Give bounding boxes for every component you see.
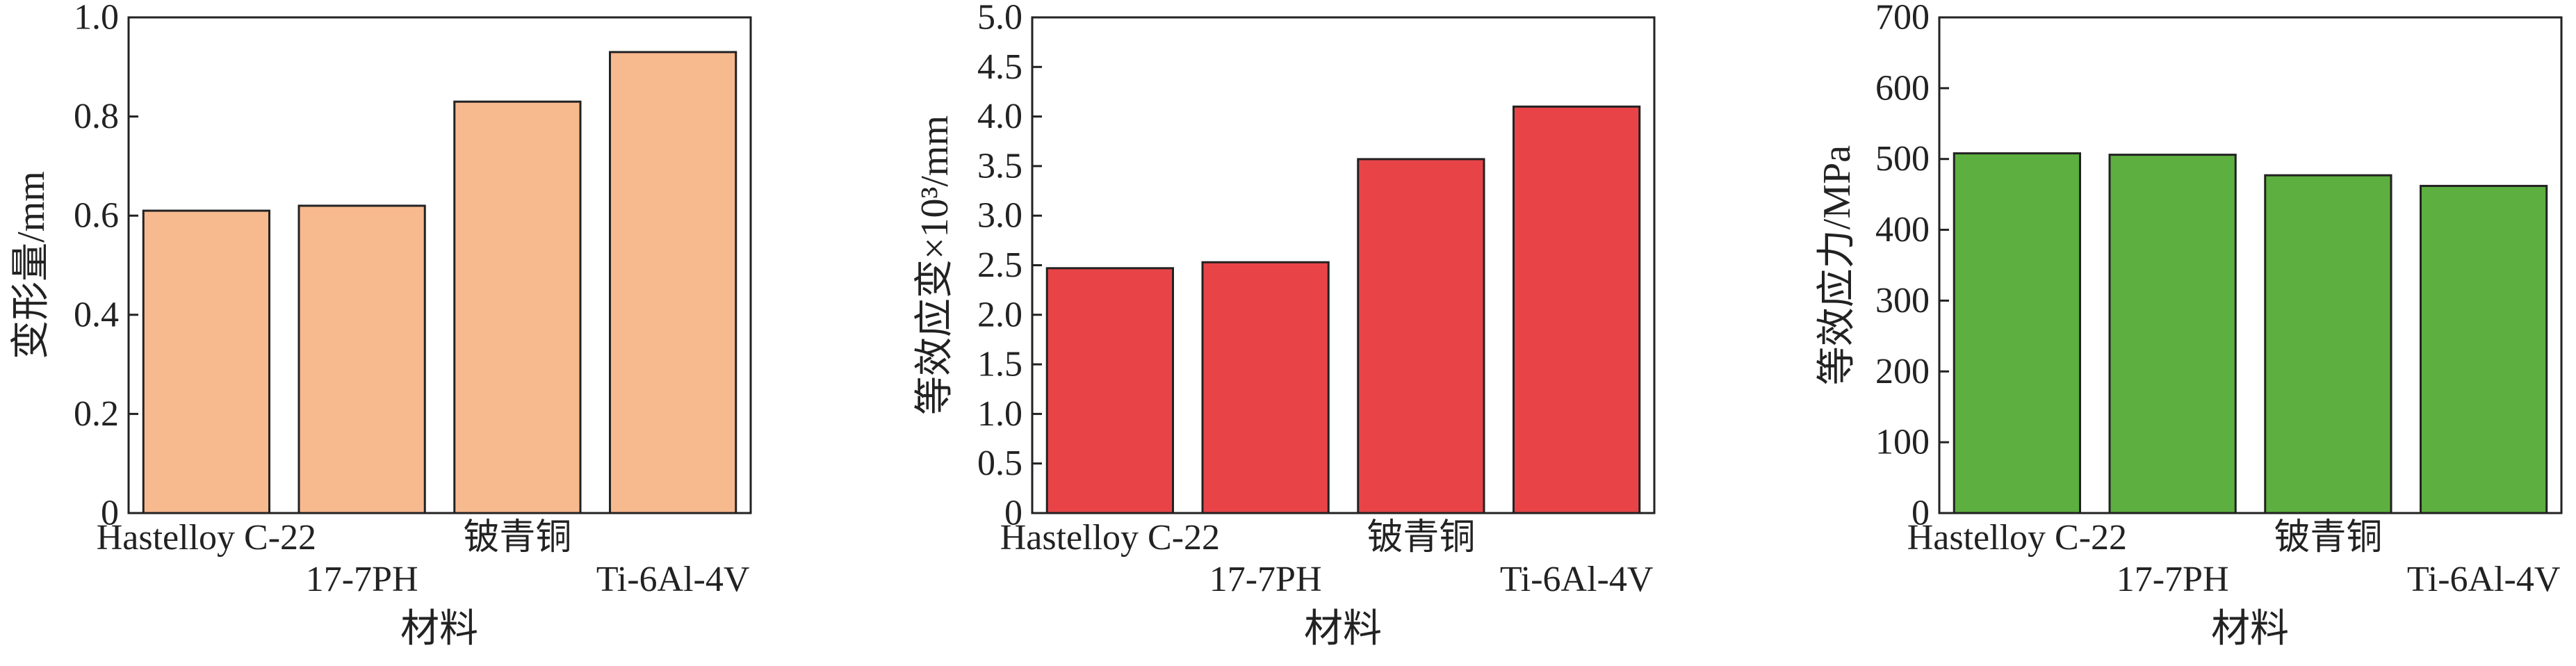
bar-4: [2420, 184, 2548, 514]
y-tick-label: 1.0: [74, 0, 119, 38]
y-tick-label: 500: [1875, 139, 1930, 179]
x-category-label: Ti-6Al-4V: [596, 560, 750, 599]
x-category-label: Ti-6Al-4V: [2407, 560, 2561, 599]
y-tick-label: 600: [1875, 68, 1930, 108]
y-tick-label: 2.0: [977, 295, 1022, 334]
x-category-label: 铍青铜: [463, 518, 571, 558]
bar-4: [609, 51, 737, 514]
plot-frame: [127, 16, 752, 514]
x-axis-label: 材料: [1304, 608, 1382, 651]
y-tick-label: 300: [1875, 281, 1930, 320]
y-tick-label: 5.0: [977, 0, 1022, 38]
bar-3: [1357, 158, 1485, 514]
x-category-label: Hastelloy C-22: [1000, 518, 1220, 558]
x-category-label: 17-7PH: [1209, 560, 1322, 599]
y-tick-label: 0: [1004, 494, 1022, 533]
x-category-label: Hastelloy C-22: [97, 518, 316, 558]
y-axis-label: 等效应变×10³/mm: [913, 115, 956, 415]
bar-1: [1045, 267, 1174, 514]
y-tick-label: 1.5: [977, 345, 1022, 384]
bar-2: [2108, 154, 2237, 514]
y-tick-label: 0.6: [74, 196, 119, 236]
x-category-label: 铍青铜: [2274, 518, 2382, 558]
x-category-label: Ti-6Al-4V: [1500, 560, 1654, 599]
bar-1: [1953, 152, 2081, 514]
y-tick-label: 3.5: [977, 146, 1022, 186]
y-tick-label: 200: [1875, 352, 1930, 391]
y-tick-label: 700: [1875, 0, 1930, 38]
y-tick-label: 0: [101, 494, 119, 533]
y-tick-label: 0.5: [977, 444, 1022, 483]
y-tick-label: 4.5: [977, 47, 1022, 87]
x-category-label: 铍青铜: [1367, 518, 1475, 558]
x-category-label: Hastelloy C-22: [1907, 518, 2127, 558]
bar-2: [297, 204, 426, 514]
x-category-label: 17-7PH: [2117, 560, 2229, 599]
bar-1: [142, 209, 270, 514]
plot-frame: [1938, 16, 2563, 514]
y-tick-label: 100: [1875, 423, 1930, 462]
y-tick-label: 1.0: [977, 394, 1022, 434]
x-axis-label: 材料: [2211, 608, 2289, 651]
bar-2: [1201, 261, 1330, 514]
bar-3: [2264, 174, 2392, 514]
x-category-label: 17-7PH: [306, 560, 418, 599]
y-tick-label: 0: [1911, 494, 1930, 533]
y-tick-label: 4.0: [977, 97, 1022, 136]
bar-3: [453, 100, 582, 514]
y-tick-label: 3.0: [977, 196, 1022, 236]
y-tick-label: 0.8: [74, 97, 119, 136]
y-tick-label: 0.4: [74, 295, 119, 334]
y-tick-label: 400: [1875, 210, 1930, 250]
y-tick-label: 2.5: [977, 245, 1022, 285]
y-tick-label: 0.2: [74, 394, 119, 434]
y-axis-label: 变形量/mm: [10, 171, 53, 359]
bar-4: [1513, 105, 1641, 514]
y-axis-label: 等效应力/MPa: [1816, 145, 1859, 385]
chart-panel-2: 0 0.5 1.0 1.5 2.0 2.5 3.0 3.5 4.0 4.5 5.0 Hastelloy…: [913, 0, 1656, 651]
chart-panel-3: 0 100 200 300 400 500 600 700 Hastelloy C-2217-7…: [1816, 0, 2563, 651]
x-axis-label: 材料: [400, 608, 478, 651]
